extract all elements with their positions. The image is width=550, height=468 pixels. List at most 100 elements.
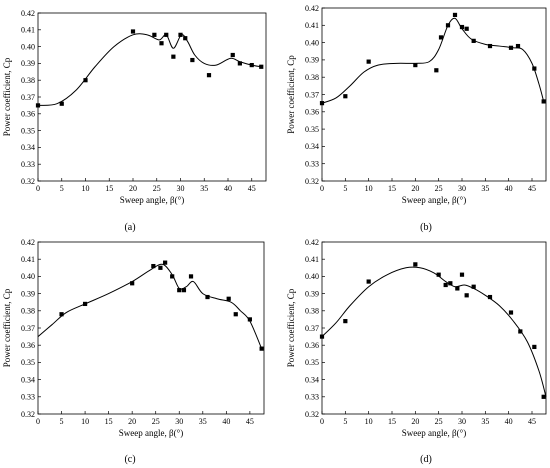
y-tick-label: 0.34: [305, 375, 319, 384]
x-tick-label: 5: [343, 417, 347, 426]
data-point: [518, 329, 523, 334]
data-point: [459, 24, 465, 30]
x-tick-label: 10: [365, 184, 373, 193]
data-point: [452, 12, 458, 18]
y-axis-label: Power coefficient, Cp: [2, 57, 12, 136]
x-tick-label: 5: [343, 184, 347, 193]
y-tick-label: 0.36: [305, 341, 319, 350]
y-tick-label: 0.40: [305, 38, 319, 47]
plot-frame: [37, 12, 267, 182]
panel-label: (a): [124, 222, 135, 233]
x-tick-label: 40: [505, 184, 513, 193]
x-tick-label: 25: [153, 184, 161, 193]
y-tick-label: 0.35: [21, 358, 35, 367]
y-axis-label: Power coefficient, Cp: [286, 55, 296, 134]
data-point: [164, 32, 169, 37]
chart-panel-b: 0 5 10 15 20 25 30 35 40 45 0.32 0.33 0.34 0.35 0.36 0.…: [286, 4, 547, 233]
x-tick-label: 30: [175, 417, 183, 426]
data-point: [434, 68, 439, 73]
y-tick-label: 0.39: [305, 56, 319, 65]
y-tick-label: 0.37: [305, 324, 319, 333]
y-tick-label: 0.34: [21, 375, 35, 384]
fit-curve: [321, 17, 545, 104]
chart-panel-c: 0 5 10 15 20 25 30 35 40 45 0.32 0.33 0.34 0.35 0.36 0.…: [2, 238, 265, 465]
data-point: [83, 78, 88, 83]
y-tick-label: 0.34: [21, 143, 35, 152]
x-tick-label: 40: [222, 417, 230, 426]
x-tick-label: 20: [411, 417, 419, 426]
data-point: [319, 101, 325, 106]
x-tick-label: 35: [200, 184, 208, 193]
data-point: [532, 66, 537, 71]
x-tick-label: 10: [82, 184, 90, 193]
y-tick-label: 0.39: [21, 289, 35, 298]
y-tick-label: 0.41: [305, 255, 319, 264]
data-point: [151, 263, 156, 269]
data-point: [59, 312, 64, 317]
data-point: [247, 317, 252, 322]
y-tick-label: 0.37: [21, 324, 35, 333]
data-point: [233, 312, 238, 317]
data-point: [59, 101, 64, 106]
x-tick-label: 15: [105, 417, 113, 426]
data-point: [319, 334, 325, 339]
x-tick-label: 15: [388, 417, 396, 426]
x-tick-label: 15: [105, 184, 113, 193]
plot-frame: [321, 241, 547, 415]
y-tick-label: 0.41: [21, 255, 35, 264]
data-point: [152, 32, 157, 37]
data-point: [237, 61, 242, 66]
y-tick-label: 0.37: [305, 90, 319, 99]
x-tick-label: 30: [458, 184, 466, 193]
y-tick-label: 0.36: [305, 108, 319, 117]
x-tick-label: 40: [224, 184, 232, 193]
y-tick-label: 0.38: [305, 307, 319, 316]
y-tick-label: 0.32: [21, 410, 35, 419]
data-point: [230, 52, 235, 58]
x-tick-label: 20: [129, 184, 137, 193]
data-point: [190, 57, 195, 63]
x-tick-label: 25: [152, 417, 160, 426]
y-tick-label: 0.42: [21, 9, 35, 18]
x-axis-label: Sweep angle, β(°): [120, 195, 184, 205]
x-axis-label: Sweep angle, β(°): [119, 428, 183, 438]
x-tick-label: 45: [248, 184, 256, 193]
data-point: [541, 99, 546, 104]
data-point: [532, 344, 537, 350]
x-tick-label: 30: [177, 184, 185, 193]
data-point: [130, 29, 136, 34]
y-tick-label: 0.35: [305, 358, 319, 367]
y-tick-label: 0.42: [305, 4, 319, 13]
x-tick-label: 45: [246, 417, 254, 426]
data-point: [487, 294, 493, 300]
panel-label: (d): [420, 454, 432, 465]
x-tick-label: 25: [435, 417, 443, 426]
y-tick-label: 0.35: [305, 125, 319, 134]
data-point: [249, 62, 254, 68]
data-point: [515, 43, 521, 49]
y-tick-label: 0.33: [305, 393, 319, 402]
x-tick-label: 35: [481, 184, 489, 193]
data-point: [188, 274, 194, 279]
x-tick-label: 30: [458, 417, 466, 426]
data-point: [158, 265, 163, 270]
fit-curve: [37, 263, 263, 349]
y-axis-label: Power coefficient, Cp: [2, 288, 12, 367]
data-point: [438, 35, 444, 40]
data-point: [205, 294, 210, 300]
fit-curve: [321, 266, 547, 397]
x-tick-label: 45: [528, 184, 536, 193]
data-point: [436, 272, 441, 277]
data-point: [82, 301, 88, 307]
y-tick-label: 0.39: [305, 289, 319, 298]
data-point: [343, 319, 348, 324]
y-tick-label: 0.41: [305, 21, 319, 30]
x-tick-label: 10: [365, 417, 373, 426]
data-point: [177, 288, 182, 293]
data-point: [471, 284, 476, 289]
x-tick-label: 35: [199, 417, 207, 426]
y-tick-label: 0.38: [21, 307, 35, 316]
data-point: [35, 103, 41, 108]
x-tick-label: 20: [411, 184, 419, 193]
